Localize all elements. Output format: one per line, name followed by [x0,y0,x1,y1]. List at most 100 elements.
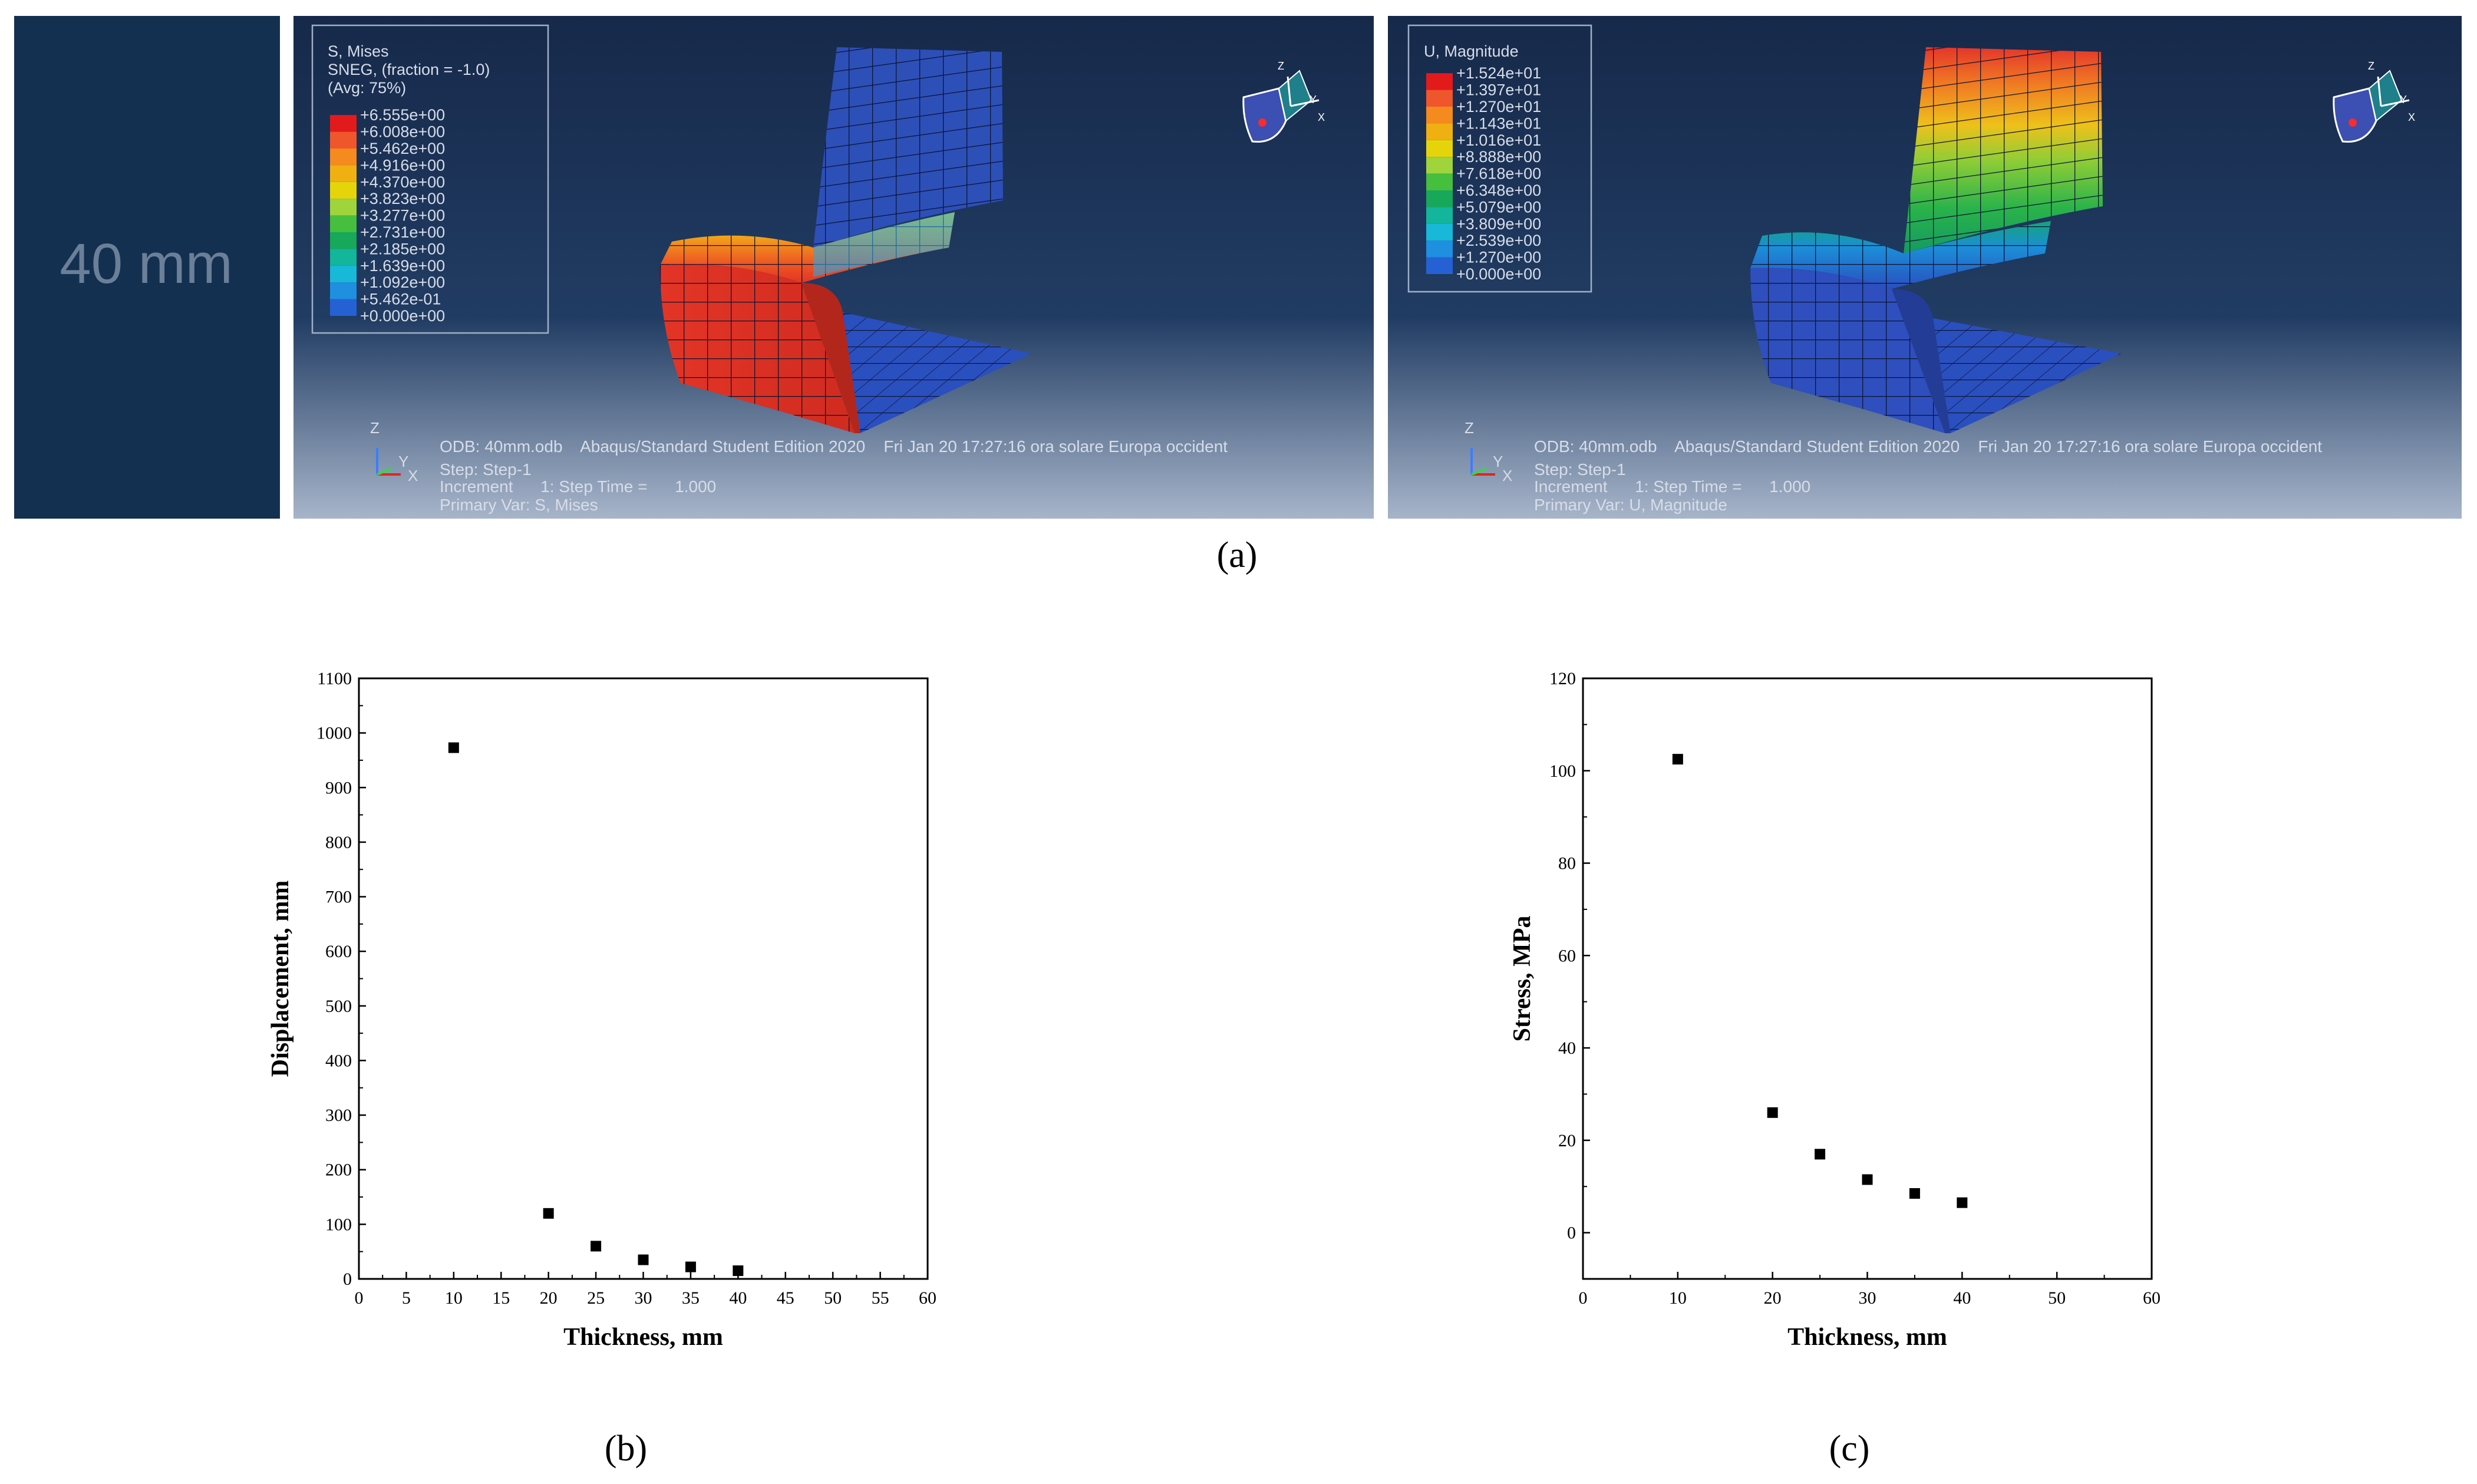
y-axis-label: Stress, MPa [1509,916,1536,1042]
info-odb: ODB: 40mm.odb Abaqus/Standard Student Ed… [440,437,1228,456]
legend-swatch [1426,223,1453,241]
legend-value: +5.462e-01 [360,291,441,308]
y-tick-label: 600 [325,942,352,961]
info-primary-var: Primary Var: U, Magnitude [1534,496,1727,514]
legend-avg: (Avg: 75%) [328,79,406,97]
legend-value: +0.000e+00 [1456,265,1541,283]
y-tick-label: 400 [325,1051,352,1070]
info-increment: Increment 1: Step Time = 1.000 [1534,477,1810,496]
legend-value: +2.731e+00 [360,223,445,241]
data-point [733,1265,744,1277]
displacement-chart: 0 5 10 15 20 25 30 35 40 45 50 55 600100200300400500… [267,669,936,1351]
legend-swatch [1426,123,1453,140]
legend-swatch [1426,90,1453,107]
y-tick-label: 300 [325,1106,352,1125]
data-point [1815,1149,1826,1160]
legend-value: +4.916e+00 [360,156,445,174]
legend-swatch [1426,173,1453,190]
y-tick-label: 1000 [316,724,352,743]
legend-title: S, Mises [328,42,389,60]
info-increment: Increment 1: Step Time = 1.000 [440,477,716,496]
y-tick-label: 0 [1567,1224,1576,1243]
x-tick-label: 60 [919,1288,936,1308]
info-step: Step: Step-1 [1534,460,1626,479]
legend-value: +2.185e+00 [360,240,445,258]
legend-value: +5.079e+00 [1456,198,1541,216]
y-tick-label: 100 [1549,761,1576,781]
legend-value: +0.000e+00 [360,307,445,325]
data-point [1862,1174,1873,1185]
legend-value: +1.016e+01 [1456,131,1541,149]
y-axis-label: Displacement, mm [267,880,294,1077]
y-tick-label: 200 [325,1160,352,1180]
data-point [685,1261,696,1272]
label-c: (c) [1829,1429,1870,1469]
y-tick-label: 100 [325,1215,352,1234]
legend-swatch [330,199,357,216]
x-tick-label: 0 [355,1288,364,1308]
data-point [1957,1197,1968,1208]
info-step: Step: Step-1 [440,460,532,479]
x-tick-label: 40 [1953,1288,1971,1308]
plot-frame [358,677,929,1280]
legend-swatch [1426,140,1453,157]
legend-swatch [330,165,357,182]
x-tick-label: 50 [824,1288,842,1308]
label-b: (b) [605,1429,647,1469]
svg-text:Y: Y [1310,94,1317,105]
svg-text:Y: Y [398,453,408,470]
legend-swatch [330,131,357,149]
x-tick-label: 20 [540,1288,558,1308]
legend-value: +4.370e+00 [360,173,445,191]
legend-value: +7.618e+00 [1456,165,1541,183]
svg-text:X: X [2408,111,2415,123]
svg-text:X: X [408,467,418,484]
viewport-umag: U, Magnitude +1.524e+01+1.397e+01+1.270e… [1388,16,2462,519]
label-a: (a) [1217,535,1258,575]
legend-value: +1.092e+00 [360,273,445,291]
y-tick-label: 500 [325,997,352,1016]
x-tick-label: 40 [729,1288,747,1308]
legend-swatch [1426,190,1453,207]
svg-text:Y: Y [1493,453,1503,470]
x-tick-label: 30 [635,1288,652,1308]
x-tick-label: 10 [1669,1288,1687,1308]
y-tick-label: 900 [325,778,352,797]
legend-swatch [1426,207,1453,224]
x-tick-label: 55 [872,1288,889,1308]
x-axis-label: Thickness, mm [563,1324,723,1351]
row-label-box [14,16,280,519]
legend-value: +6.008e+00 [360,123,445,141]
x-tick-label: 5 [402,1288,411,1308]
legend-swatch [1426,240,1453,258]
legend-subtitle: SNEG, (fraction = -1.0) [328,61,490,78]
legend-swatch [1426,73,1453,90]
y-tick-label: 1100 [317,669,352,688]
axis-triad-icon: Z Y X [1465,419,1512,484]
stress-chart: 0 10 20 30 40 50 60 0 20 40 60 80 100 120 Thickness, m… [1509,669,2161,1351]
plot-frame [1582,677,2153,1280]
data-point [1672,754,1683,765]
y-tick-label: 120 [1549,669,1576,688]
legend-swatch [330,265,357,283]
legend-value: +8.888e+00 [1456,148,1541,166]
legend-value: +1.143e+01 [1456,114,1541,132]
legend-swatch [330,115,357,132]
svg-text:Z: Z [2368,60,2374,72]
legend-value: +6.348e+00 [1456,182,1541,199]
y-tick-label: 20 [1558,1131,1576,1150]
x-tick-label: 50 [2048,1288,2066,1308]
x-tick-label: 25 [587,1288,605,1308]
legend-value: +5.462e+00 [360,140,445,157]
legend-swatch [1426,107,1453,124]
viewport-mises: S, Mises SNEG, (fraction = -1.0) (Avg: 7… [293,16,1374,519]
info-odb: ODB: 40mm.odb Abaqus/Standard Student Ed… [1534,437,2322,456]
legend-swatch [1426,257,1453,274]
y-tick-label: 800 [325,833,352,852]
legend-value: +2.539e+00 [1456,232,1541,249]
y-tick-label: 60 [1558,946,1576,965]
axis-triad-icon: Z Y X [370,419,418,484]
legend-value: +1.524e+01 [1456,64,1541,82]
x-tick-label: 15 [492,1288,510,1308]
info-primary-var: Primary Var: S, Mises [440,496,598,514]
